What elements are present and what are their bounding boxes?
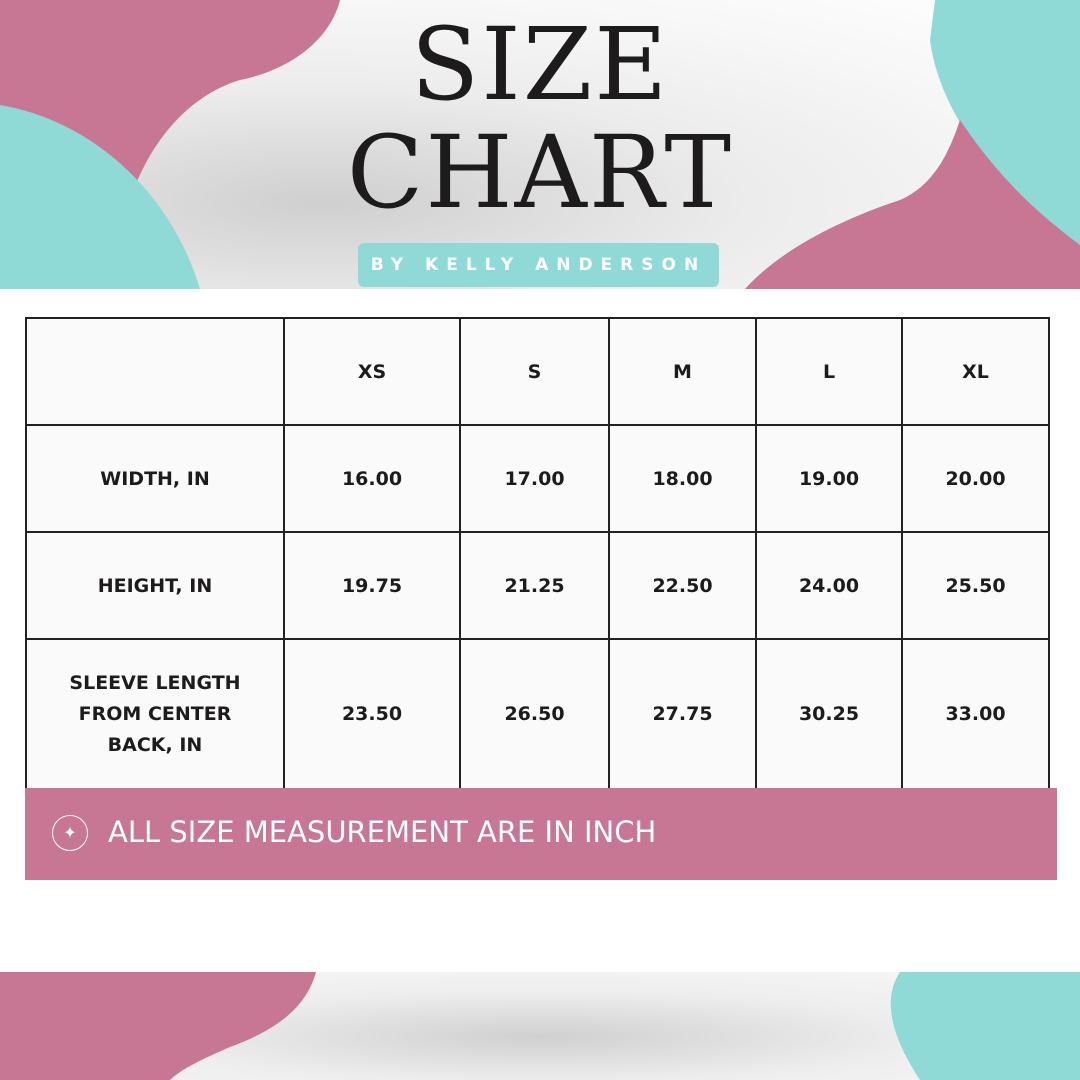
table-cell: 17.00 (459, 424, 610, 533)
row-label: HEIGHT, IN (25, 531, 285, 640)
table-cell: 20.00 (901, 424, 1050, 533)
table-cell: 27.75 (608, 638, 757, 790)
title-size: SIZE (410, 6, 670, 123)
size-table: XS S M L XL WIDTH, IN 16.00 17.00 18.00 … (25, 317, 1050, 790)
header-cell-xl: XL (901, 317, 1050, 426)
table-header-row: XS S M L XL (25, 317, 1050, 426)
table-cell: 26.50 (459, 638, 610, 790)
table-cell: 19.75 (283, 531, 461, 640)
table-cell: 33.00 (901, 638, 1050, 790)
table-row: HEIGHT, IN 19.75 21.25 22.50 24.00 25.50 (25, 531, 1050, 640)
row-label: SLEEVE LENGTH FROM CENTER BACK, IN (25, 638, 285, 790)
header-banner: SIZE CHART BY KELLY ANDERSON (0, 0, 1080, 289)
header-cell-xs: XS (283, 317, 461, 426)
measurement-note-text: ALL SIZE MEASUREMENT ARE IN INCH (108, 815, 657, 849)
table-cell: 16.00 (283, 424, 461, 533)
title-chart: CHART (346, 114, 734, 231)
table-cell: 19.00 (755, 424, 903, 533)
sparkle-icon: ✦ (52, 815, 88, 851)
teal-blob-footer (890, 972, 1080, 1080)
teal-blob-left (0, 105, 200, 289)
teal-blob-right (930, 0, 1080, 245)
footer-blobs (0, 972, 1080, 1080)
row-label: WIDTH, IN (25, 424, 285, 533)
pink-blob-right (745, 120, 1080, 289)
header-cell-empty (25, 317, 285, 426)
byline-badge: BY KELLY ANDERSON (358, 243, 719, 287)
table-cell: 25.50 (901, 531, 1050, 640)
table-row: SLEEVE LENGTH FROM CENTER BACK, IN 23.50… (25, 638, 1050, 790)
table-cell: 30.25 (755, 638, 903, 790)
table-cell: 22.50 (608, 531, 757, 640)
footer-banner (0, 972, 1080, 1080)
table-cell: 24.00 (755, 531, 903, 640)
decorative-blobs (0, 0, 1080, 289)
table-cell: 23.50 (283, 638, 461, 790)
table-cell: 21.25 (459, 531, 610, 640)
header-cell-s: S (459, 317, 610, 426)
table-cell: 18.00 (608, 424, 757, 533)
header-cell-m: M (608, 317, 757, 426)
table-row: WIDTH, IN 16.00 17.00 18.00 19.00 20.00 (25, 424, 1050, 533)
header-cell-l: L (755, 317, 903, 426)
pink-blob-footer (0, 972, 316, 1080)
measurement-note-banner: ✦ ALL SIZE MEASUREMENT ARE IN INCH (25, 788, 1057, 880)
